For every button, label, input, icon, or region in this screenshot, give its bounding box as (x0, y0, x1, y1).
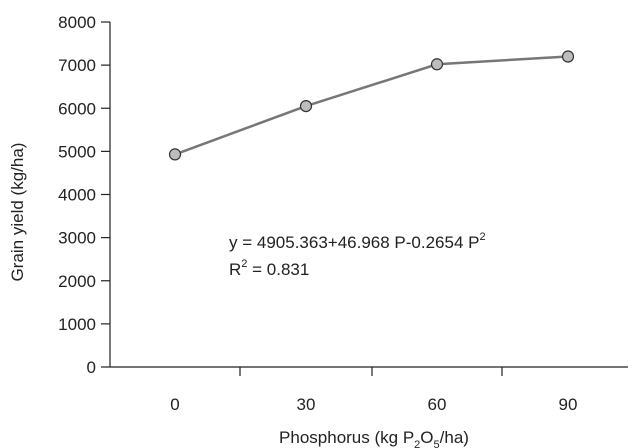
x-tick-label: 90 (559, 395, 578, 414)
x-axis-title-mid: O (420, 428, 433, 447)
y-tick-label: 2000 (58, 272, 96, 291)
y-axis-title: Grain yield (kg/ha) (8, 143, 27, 282)
r-squared-pre: R (229, 260, 241, 279)
x-tick-label: 60 (428, 395, 447, 414)
r-squared-post: = 0.831 (247, 260, 309, 279)
y-axis-ticks: 0 1000 2000 3000 4000 5000 6000 7000 8000 (58, 13, 110, 377)
x-axis-title-sub2: 5 (434, 439, 440, 448)
x-tick-label: 30 (297, 395, 316, 414)
regression-equation-main: y = 4905.363+46.968 P-0.2654 P (229, 233, 479, 252)
y-tick-label: 7000 (58, 56, 96, 75)
regression-equation-sup: 2 (479, 231, 485, 243)
x-axis-title: Phosphorus (kg P2O5/ha) (279, 428, 469, 448)
x-tick-label: 0 (170, 395, 179, 414)
y-tick-label: 3000 (58, 229, 96, 248)
regression-equation: y = 4905.363+46.968 P-0.2654 P2 (229, 231, 486, 252)
data-point (430, 58, 444, 71)
x-axis-title-sub1: 2 (414, 439, 420, 448)
data-points (168, 50, 575, 161)
data-point (561, 50, 575, 63)
y-tick-label: 6000 (58, 99, 96, 118)
x-axis-title-pre: Phosphorus (kg P (279, 428, 414, 447)
r-squared-label: R2 = 0.831 (229, 258, 309, 279)
data-point (299, 99, 313, 113)
x-axis-title-post: /ha) (440, 428, 469, 447)
series-line (174, 55, 569, 156)
y-tick-label: 8000 (58, 13, 96, 32)
y-tick-label: 4000 (58, 186, 96, 205)
y-tick-label: 1000 (58, 315, 96, 334)
y-tick-label: 5000 (58, 142, 96, 161)
x-axis-ticks: 0 30 60 90 (170, 367, 577, 414)
data-point (168, 148, 182, 161)
y-tick-label: 0 (87, 358, 96, 377)
r-squared-sup: 2 (241, 258, 247, 270)
